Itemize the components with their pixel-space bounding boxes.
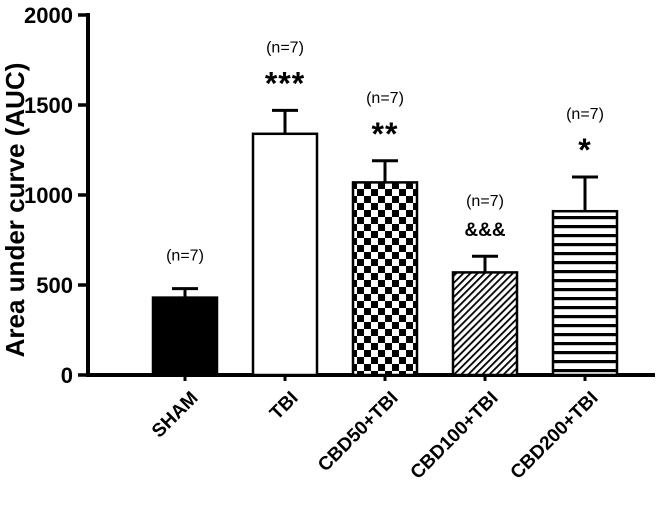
annotations: (n=7) *** (n=7) ** (n=7) &&& (n=7) * (n=7) [166, 39, 604, 264]
bar-CBD100+TBI [451, 271, 519, 377]
n-count-label: (n=7) [266, 39, 304, 56]
x-category-label: CBD50+TBI [314, 388, 402, 476]
bars [151, 132, 619, 377]
significance-label: &&& [464, 220, 505, 241]
x-category-label: CBD200+TBI [507, 388, 603, 484]
x-axis-labels: SHAM TBI CBD50+TBI CBD100+TBI CBD200+TBI [148, 388, 602, 484]
n-count-label: (n=7) [466, 193, 504, 210]
bar-TBI [251, 132, 319, 377]
y-tick-label: 500 [36, 273, 73, 298]
x-category-label: TBI [266, 388, 302, 424]
significance-label: * [578, 132, 591, 168]
n-count-label: (n=7) [566, 106, 604, 123]
bar-CBD200+TBI [551, 209, 619, 377]
bar-CBD50+TBI [351, 181, 419, 377]
y-tick-label: 0 [61, 363, 73, 388]
n-count-label: (n=7) [366, 90, 404, 107]
significance-label: *** [265, 65, 305, 101]
y-tick-label: 1500 [24, 93, 73, 118]
x-category-label: SHAM [148, 388, 202, 442]
x-category-label: CBD100+TBI [407, 388, 503, 484]
error-bars [172, 108, 598, 298]
bar-SHAM [151, 296, 219, 377]
y-tick-label: 2000 [24, 3, 73, 28]
significance-label: ** [372, 116, 399, 152]
n-count-label: (n=7) [166, 248, 204, 265]
y-tick-label: 1000 [24, 183, 73, 208]
y-axis-title: Area under curve (AUC) [0, 63, 30, 358]
y-axis-ticks: 0 500 1000 1500 2000 [24, 3, 88, 388]
